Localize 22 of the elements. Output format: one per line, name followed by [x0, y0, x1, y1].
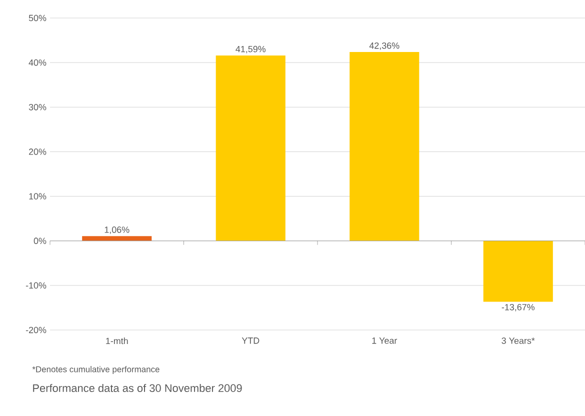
data-label: 1,06% [104, 226, 130, 234]
y-tick-label: 50% [28, 14, 46, 22]
y-tick-label: -20% [26, 326, 46, 334]
x-tick-label: 1 Year [372, 338, 398, 344]
text: Performance data as of 30 November 2009 [33, 384, 242, 392]
y-tick-label: 30% [28, 104, 46, 110]
y-tick-label: 20% [28, 148, 46, 155]
data-label: 42,36% [369, 42, 400, 50]
bar [216, 55, 286, 241]
x-tick-label: YTD [242, 338, 260, 344]
data-label: -13,67% [502, 304, 535, 312]
x-tick-label: 3 Years* [502, 338, 535, 344]
y-tick-label: 10% [29, 193, 46, 200]
bar [483, 240, 553, 302]
bar [350, 52, 420, 241]
x-tick-label: 1-mth [106, 338, 128, 344]
text: *Denotes cumulative performance [32, 366, 160, 374]
y-tick-label: 0% [34, 238, 46, 244]
y-tick-label: -10% [26, 282, 46, 289]
data-label: 41,59% [236, 46, 266, 54]
y-tick-label: 40% [28, 59, 46, 66]
bar [82, 236, 152, 241]
